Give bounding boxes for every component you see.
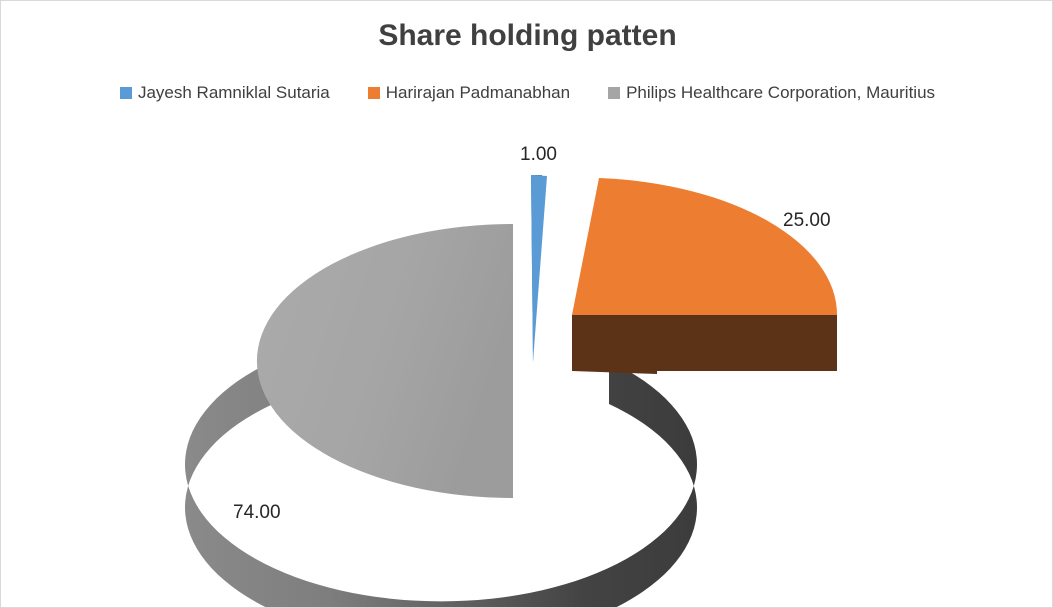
chart-title: Share holding patten — [378, 19, 677, 52]
data-label-philips-healthcare-corporation-mauritius: 74.00 — [233, 502, 281, 523]
legend-item-label: Jayesh Ramniklal Sutaria — [137, 83, 330, 102]
data-label-harirajan-padmanabhan: 25.00 — [783, 210, 831, 231]
legend-item-label: Philips Healthcare Corporation, Mauritiu… — [626, 83, 936, 102]
data-label-jayesh-ramniklal-sutaria: 1.00 — [520, 144, 557, 165]
pie-slice-philips-healthcare-corporation-mauritius[interactable] — [185, 224, 697, 608]
pie-slice-top-gray — [256, 224, 513, 498]
legend-item-jayesh-ramniklal-sutaria[interactable]: Jayesh Ramniklal Sutaria — [119, 83, 330, 103]
chart-legend: Jayesh Ramniklal Sutaria Harirajan Padma… — [1, 83, 1052, 103]
legend-swatch-icon — [367, 87, 380, 99]
legend-item-label: Harirajan Padmanabhan — [385, 83, 571, 102]
legend-item-philips-healthcare-corporation-mauritius[interactable]: Philips Healthcare Corporation, Mauritiu… — [608, 83, 935, 103]
pie-slice-side-gray — [185, 361, 697, 607]
pie-plot-area: 1.00 25.00 74.00 — [1, 119, 1052, 608]
legend-swatch-icon — [608, 87, 621, 99]
pie-svg — [185, 175, 838, 608]
legend-item-harirajan-padmanabhan[interactable]: Harirajan Padmanabhan — [367, 83, 571, 103]
legend-swatch-icon — [119, 87, 132, 99]
pie-slice-top-orange — [572, 178, 838, 315]
pie-slice-side-orange-outer — [572, 315, 837, 371]
pie-slice-harirajan-padmanabhan[interactable] — [572, 178, 838, 374]
pie-slice-jayesh-ramniklal-sutaria[interactable] — [531, 175, 547, 362]
pie-slice-top-blue — [531, 175, 547, 362]
